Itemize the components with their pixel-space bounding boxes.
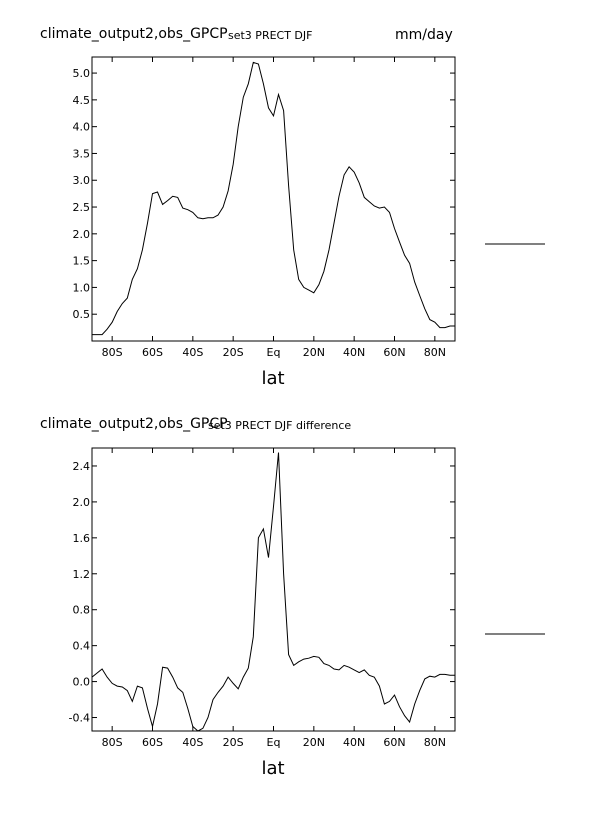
x-tick-label: 80S	[102, 736, 123, 749]
tick-group: 80S 60S 40S 20S Eq 20N 40N 60N 80N -0.4 0.0 0.4 0.8 1…	[69, 448, 455, 749]
x-tick-label: 60S	[142, 346, 163, 359]
y-tick-label: 0.8	[73, 604, 91, 617]
chart-title: climate_output2,obs_GPCP	[40, 416, 228, 432]
series-line	[92, 61, 455, 336]
y-tick-label: 1.0	[73, 281, 91, 294]
series-line	[91, 452, 455, 732]
x-tick-label: 80S	[102, 346, 123, 359]
y-tick-label: 2.0	[73, 496, 91, 509]
x-axis-label: lat	[261, 758, 284, 779]
y-tick-label: 1.5	[73, 255, 91, 268]
y-tick-label: -0.4	[69, 712, 90, 725]
y-tick-label: 1.2	[73, 568, 91, 581]
x-axis-label: lat	[261, 368, 284, 389]
tick-group: 80S 60S 40S 20S Eq 20N 40N 60N 80N 0.5 1.0 1.5 2.0 2.…	[73, 57, 455, 359]
x-tick-label: 20N	[303, 736, 325, 749]
y-tick-label: 3.0	[73, 174, 91, 187]
y-tick-label: 0.0	[73, 676, 91, 689]
x-tick-label: 20N	[303, 346, 325, 359]
x-tick-label: 20S	[223, 736, 244, 749]
y-tick-label: 1.6	[73, 532, 91, 545]
plot-frame	[91, 447, 456, 732]
y-tick-label: 5.0	[73, 67, 91, 80]
plot-frame	[91, 56, 456, 342]
units-label: mm/day	[395, 27, 453, 43]
x-tick-label: 20S	[223, 346, 244, 359]
x-tick-label: 60S	[142, 736, 163, 749]
x-tick-label: 40N	[343, 736, 365, 749]
y-tick-label: 4.0	[73, 121, 91, 134]
x-tick-label: 80N	[424, 346, 446, 359]
y-tick-label: 2.0	[73, 228, 91, 241]
y-tick-label: 3.5	[73, 147, 91, 160]
chart-subtitle: set3 PRECT DJF difference	[208, 419, 351, 432]
x-tick-label: 40S	[182, 346, 203, 359]
y-tick-label: 0.5	[73, 308, 91, 321]
y-tick-label: 2.4	[73, 460, 91, 473]
y-tick-label: 4.5	[73, 94, 91, 107]
x-tick-label: 80N	[424, 736, 446, 749]
x-tick-label: 60N	[383, 346, 405, 359]
x-tick-label: 40N	[343, 346, 365, 359]
chart-title: climate_output2,obs_GPCP	[40, 26, 228, 42]
x-tick-label: 40S	[182, 736, 203, 749]
y-tick-label: 0.4	[73, 640, 91, 653]
chart-subtitle: set3 PRECT DJF	[228, 29, 312, 42]
x-tick-label: Eq	[267, 736, 281, 749]
x-tick-label: Eq	[267, 346, 281, 359]
panel-bottom: climate_output2,obs_GPCP set3 PRECT DJF …	[40, 416, 545, 779]
y-tick-label: 2.5	[73, 201, 91, 214]
x-tick-label: 60N	[383, 736, 405, 749]
panel-top: climate_output2,obs_GPCP set3 PRECT DJF …	[40, 26, 545, 389]
